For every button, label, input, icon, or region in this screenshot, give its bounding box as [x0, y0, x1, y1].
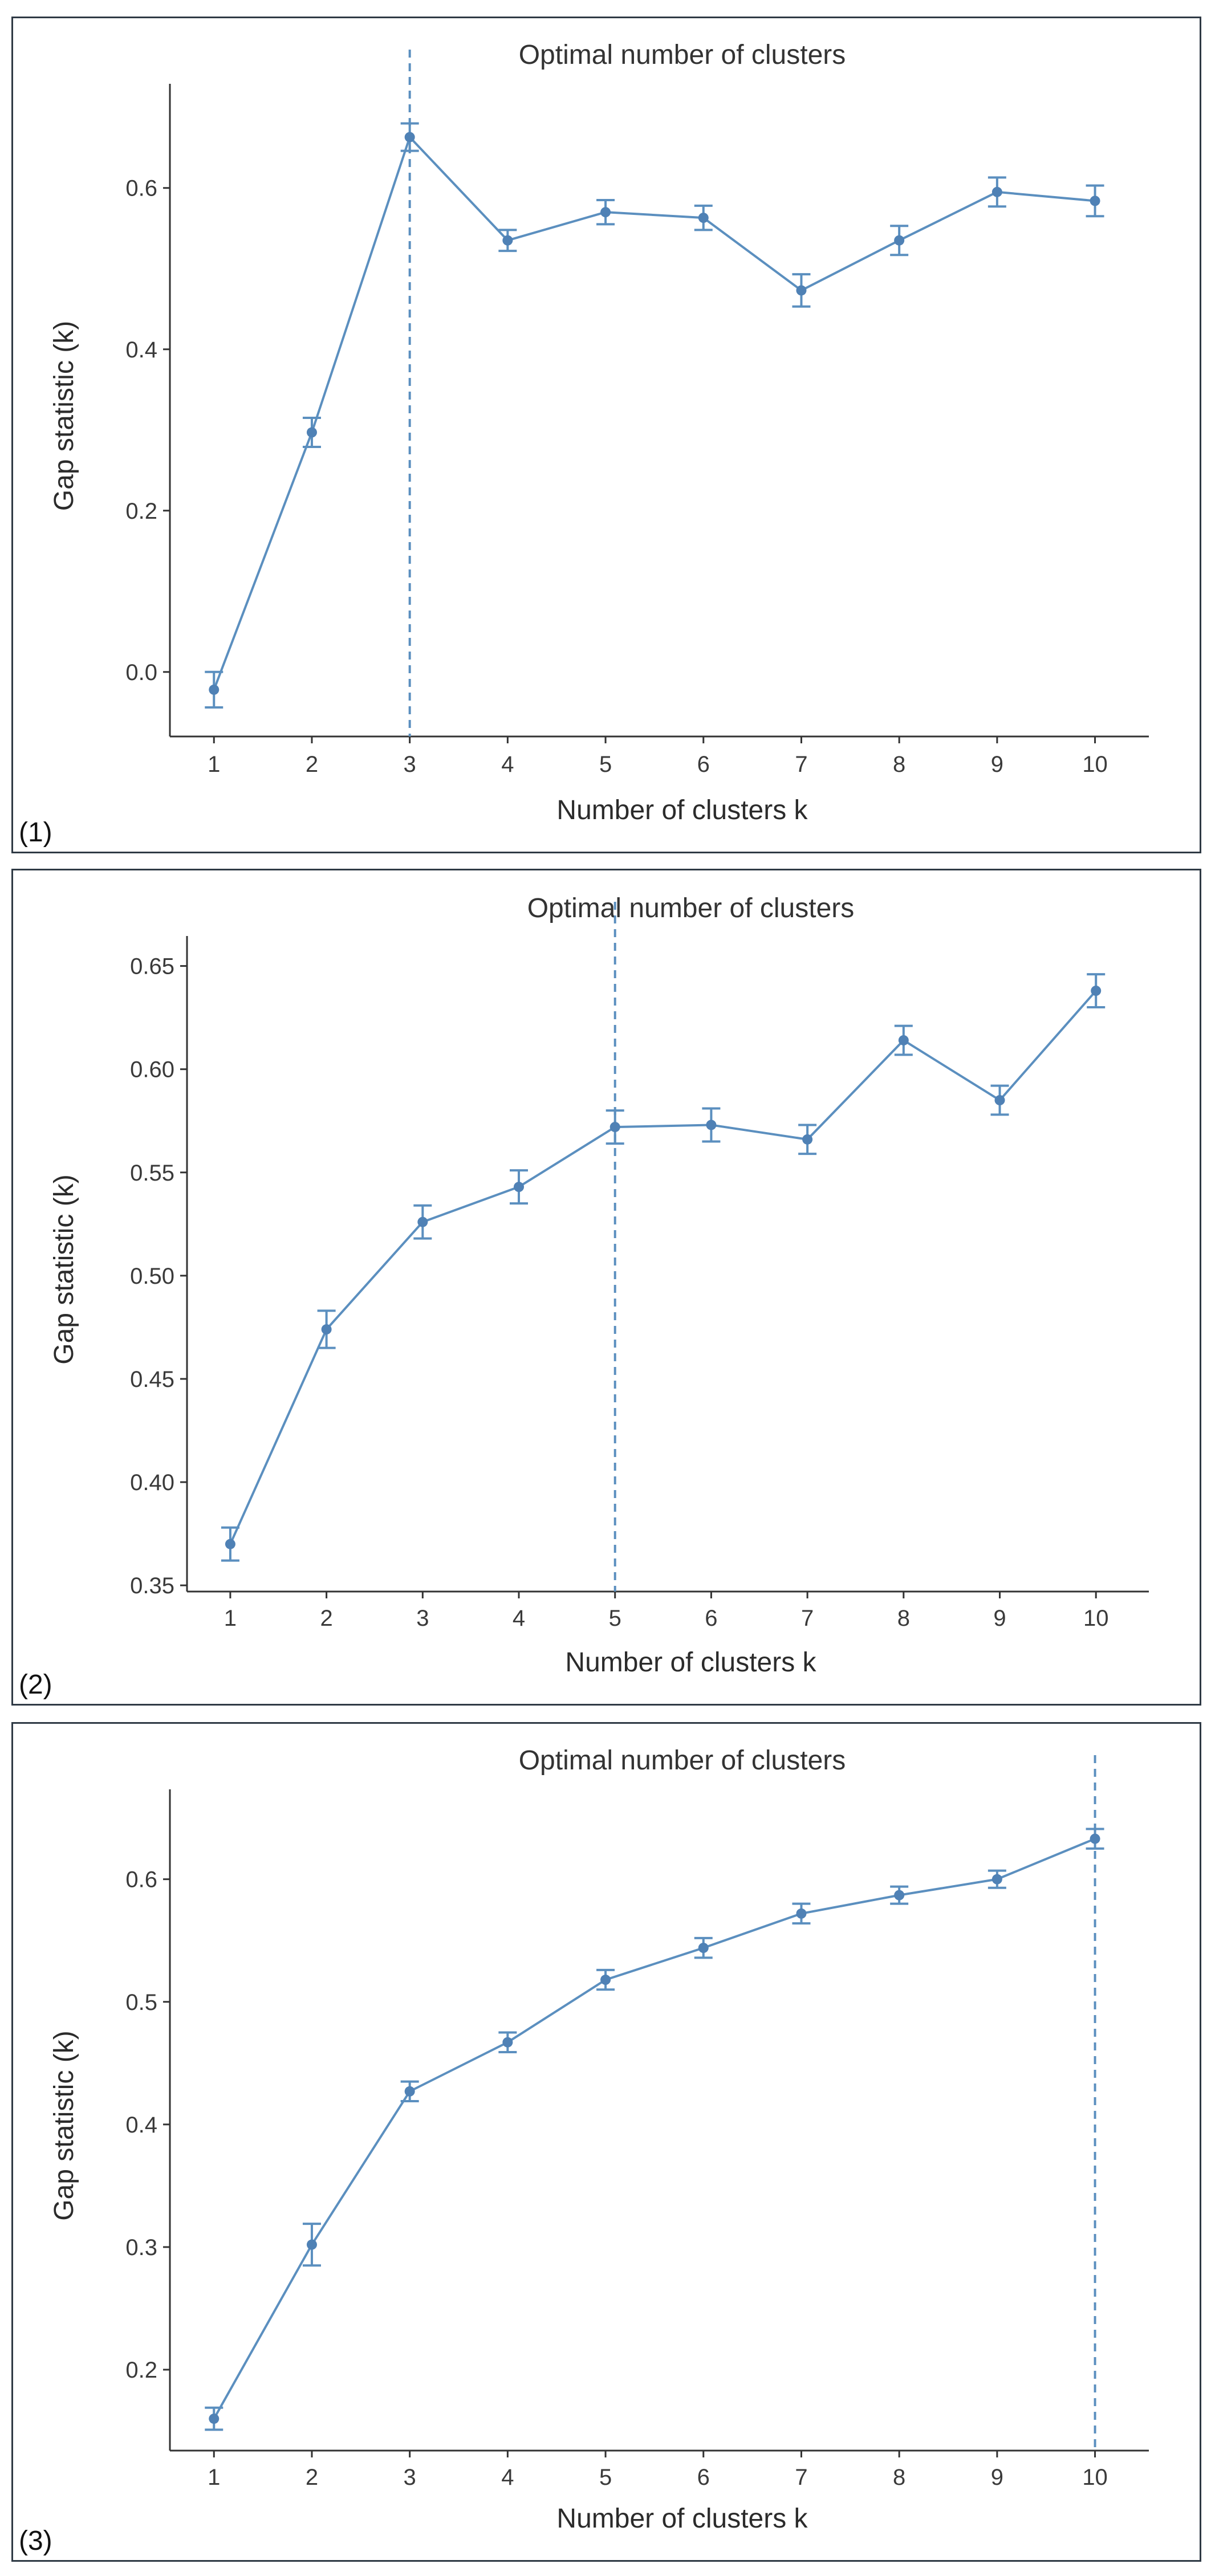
x-tick-label: 10: [1082, 752, 1108, 777]
series-line: [213, 135, 1095, 690]
x-tick-label: 3: [416, 1606, 429, 1631]
x-tick-label: 8: [897, 1606, 910, 1631]
data-point: [404, 132, 415, 143]
chart-3: Optimal number of clusters 0.2 0.3 0.4 0.5 0.…: [49, 1745, 1149, 2534]
x-tick-label: 4: [513, 1606, 525, 1631]
x-tick-label: 9: [991, 2465, 1003, 2490]
x-tick-label: 1: [208, 752, 220, 777]
data-point: [796, 285, 807, 296]
y-tick-label: 0.65: [130, 954, 174, 979]
data-point: [706, 1120, 717, 1130]
data-point: [1090, 1833, 1100, 1844]
x-axis-title: Number of clusters k: [556, 795, 808, 825]
series-line: [213, 1837, 1096, 2420]
data-point: [306, 427, 317, 438]
data-point: [404, 2086, 415, 2097]
y-tick-label: 0.45: [130, 1367, 174, 1392]
x-axis-title: Number of clusters k: [565, 1647, 816, 1678]
x-tick-label: 3: [404, 2465, 416, 2490]
data-point: [698, 1943, 709, 1954]
series-line: [229, 990, 1097, 1545]
x-tick-label: 4: [501, 2465, 514, 2490]
x-tick-label: 10: [1082, 2465, 1108, 2490]
x-tick-label: 6: [705, 1606, 717, 1631]
x-tick-label: 8: [893, 752, 905, 777]
y-tick-label: 0.4: [125, 337, 157, 363]
data-point: [894, 235, 905, 246]
x-tick-label: 1: [224, 1606, 237, 1631]
y-tick-label: 0.5: [125, 1990, 157, 2015]
y-tick-label: 0.35: [130, 1573, 174, 1598]
x-axis-title: Number of clusters k: [556, 2504, 808, 2534]
chart-panel-2: Optimal number of clusters 0.35 0.40 0.45 0.…: [11, 869, 1201, 1706]
panel-label: (2): [19, 1670, 52, 1700]
data-point: [600, 1975, 611, 1985]
data-point: [600, 207, 611, 218]
x-tick-label: 6: [697, 752, 710, 777]
x-tick-label: 5: [599, 752, 612, 777]
x-tick-label: 8: [893, 2465, 905, 2490]
data-point: [417, 1216, 428, 1227]
x-tick-label: 4: [501, 752, 514, 777]
x-tick-label: 6: [697, 2465, 710, 2490]
y-tick-label: 0.2: [125, 2358, 157, 2383]
chart-1: Optimal number of clusters 0.0 0.2 0.4 0.6 1 2…: [49, 40, 1149, 825]
data-point: [991, 186, 1002, 197]
x-tick-label: 7: [795, 752, 807, 777]
x-tick-label: 7: [801, 1606, 814, 1631]
chart-2: Optimal number of clusters 0.35 0.40 0.45 0.…: [49, 893, 1149, 1678]
data-point: [991, 1874, 1002, 1885]
data-point: [514, 1182, 525, 1193]
y-tick-label: 0.6: [125, 176, 157, 201]
x-tick-label: 2: [306, 2465, 318, 2490]
chart-panel-1: Optimal number of clusters 0.0 0.2 0.4 0.6 1 2…: [11, 17, 1201, 853]
y-tick-label: 0.6: [125, 1867, 157, 1893]
data-point: [698, 213, 709, 223]
y-axis-title: Gap statistic (k): [49, 2030, 79, 2220]
y-tick-label: 0.2: [125, 499, 157, 524]
x-tick-label: 1: [208, 2465, 220, 2490]
y-tick-label: 0.4: [125, 2113, 157, 2138]
y-tick-label: 0.3: [125, 2235, 157, 2260]
data-point: [609, 1122, 620, 1133]
x-tick-label: 5: [599, 2465, 612, 2490]
data-point: [898, 1035, 909, 1045]
data-point: [502, 235, 513, 246]
y-tick-label: 0.50: [130, 1264, 174, 1289]
data-point: [225, 1539, 235, 1549]
data-point: [209, 684, 220, 695]
chart-panel-3: Optimal number of clusters 0.2 0.3 0.4 0.5 0.…: [11, 1722, 1201, 2562]
y-tick-label: 0.0: [125, 660, 157, 685]
data-point: [802, 1134, 813, 1145]
x-tick-label: 9: [991, 752, 1003, 777]
x-tick-label: 10: [1083, 1606, 1109, 1631]
chart-title: Optimal number of clusters: [519, 40, 846, 70]
data-point: [306, 2239, 317, 2250]
data-point: [994, 1095, 1005, 1106]
x-tick-label: 9: [993, 1606, 1006, 1631]
chart-title: Optimal number of clusters: [527, 893, 855, 923]
data-point: [796, 1908, 807, 1919]
data-point: [1090, 196, 1100, 206]
data-point: [1091, 986, 1102, 996]
y-tick-label: 0.40: [130, 1470, 174, 1495]
data-point: [894, 1890, 905, 1901]
y-axis-title: Gap statistic (k): [49, 1174, 79, 1364]
panel-label: (1): [19, 817, 52, 848]
data-point: [321, 1324, 332, 1335]
y-axis-title: Gap statistic (k): [49, 321, 79, 511]
x-tick-label: 2: [320, 1606, 332, 1631]
panel-label: (3): [19, 2526, 52, 2556]
y-tick-label: 0.55: [130, 1161, 174, 1186]
x-tick-label: 5: [609, 1606, 621, 1631]
data-point: [209, 2414, 220, 2424]
x-tick-label: 2: [306, 752, 318, 777]
x-tick-label: 3: [404, 752, 416, 777]
y-tick-label: 0.60: [130, 1057, 174, 1083]
chart-title: Optimal number of clusters: [519, 1745, 846, 1776]
data-point: [502, 2037, 513, 2048]
x-tick-label: 7: [795, 2465, 807, 2490]
